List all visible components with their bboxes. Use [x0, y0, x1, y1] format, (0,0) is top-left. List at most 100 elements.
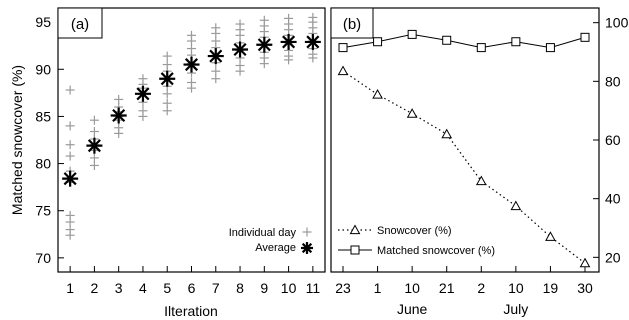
legend-matched-marker: [350, 245, 360, 255]
individual-day-point: [89, 115, 99, 125]
matched-snowcover-point: [511, 37, 521, 47]
matched-snowcover-point: [373, 37, 383, 47]
individual-day-point: [65, 217, 75, 227]
individual-day-point: [89, 127, 99, 137]
snowcover-point: [475, 175, 487, 186]
x-tick-label-10: 10: [281, 280, 297, 296]
individual-day-point: [162, 89, 172, 99]
x-tick-label-4: 4: [139, 280, 147, 296]
right-y-tick-label-60: 60: [605, 132, 621, 148]
panel-b-legend: Snowcover (%) Matched snowcover (%): [338, 224, 495, 257]
month-label-july: July: [503, 301, 528, 317]
individual-day-point: [65, 140, 75, 150]
panel-b-tag-box: [330, 7, 374, 39]
individual-day-point: [138, 111, 148, 121]
y-tick-label-80: 80: [35, 156, 51, 172]
y-tick-label-70: 70: [35, 250, 51, 266]
panel-b-tag: (b): [343, 16, 361, 33]
snowcover-point: [406, 108, 418, 118]
legend-individual-day-marker: [302, 227, 312, 237]
individual-day-point: [65, 230, 75, 240]
panel-a-ticks: 1 2 3 4 5 6 7 8 9 10 11 70 75 80 85 90 95: [35, 14, 320, 296]
legend-individual-day-label: Individual day: [229, 227, 297, 239]
panel-a-y-axis-label: Matched snowcover (%): [9, 65, 25, 215]
snowcover-point: [579, 257, 591, 268]
right-y-tick-label-20: 20: [605, 249, 621, 265]
individual-day-point: [65, 85, 75, 95]
panel-b-frame: [330, 7, 600, 273]
average-point: [256, 36, 273, 53]
panel-a-tag: (a): [71, 16, 89, 33]
x-tick-label-2: 2: [91, 280, 99, 296]
matched-snowcover-point: [338, 43, 348, 53]
individual-day-point: [235, 30, 245, 40]
legend-matched-label: Matched snowcover (%): [377, 245, 495, 257]
individual-day-point: [211, 28, 221, 38]
right-y-tick-label-80: 80: [605, 73, 621, 89]
snowcover-point: [372, 89, 383, 99]
right-y-tick-label-100: 100: [605, 15, 629, 31]
panel-a-tag-box: [57, 7, 103, 39]
average-point: [159, 70, 176, 87]
panel-b-lines: [337, 29, 591, 268]
snowcover-point: [510, 200, 522, 211]
average-point: [207, 48, 224, 65]
snowcover-point: [441, 128, 453, 139]
y-tick-label-95: 95: [35, 14, 51, 30]
individual-day-point: [89, 153, 99, 163]
date-tick-label: 1: [374, 280, 382, 296]
matched-snowcover-point: [442, 35, 452, 45]
individual-day-point: [65, 151, 75, 161]
individual-day-point: [187, 36, 196, 46]
date-tick-label: 30: [577, 280, 593, 296]
month-label-june: June: [397, 301, 428, 317]
average-point: [62, 170, 79, 187]
panel-a: 1 2 3 4 5 6 7 8 9 10 11 70 75 80 85 90 95 Individual day…: [9, 7, 326, 319]
individual-day-point: [162, 51, 172, 61]
individual-day-point: [187, 83, 196, 93]
average-point: [86, 137, 103, 154]
y-tick-label-90: 90: [35, 61, 51, 77]
individual-day-point: [65, 121, 75, 131]
panel-a-legend: Individual day Average: [229, 227, 313, 254]
x-tick-label-9: 9: [260, 280, 268, 296]
individual-day-point: [89, 160, 99, 170]
date-tick-label: 10: [404, 280, 420, 296]
average-point: [134, 85, 151, 102]
snowcover-point: [337, 65, 349, 76]
panel-a-points: [62, 12, 321, 240]
individual-day-point: [162, 98, 172, 108]
date-tick-label: 10: [508, 280, 524, 296]
x-tick-label-8: 8: [236, 280, 244, 296]
y-tick-label-75: 75: [35, 203, 51, 219]
legend-snowcover-marker: [349, 224, 361, 235]
matched-snowcover-point: [407, 29, 417, 39]
right-y-tick-label-40: 40: [605, 191, 621, 207]
average-point: [232, 41, 249, 58]
y-tick-label-85: 85: [35, 108, 51, 124]
x-tick-label-7: 7: [212, 280, 220, 296]
average-point: [183, 56, 200, 73]
x-tick-label-11: 11: [306, 280, 321, 296]
matched-snowcover-point: [545, 43, 555, 53]
x-tick-label-1: 1: [66, 280, 74, 296]
date-tick-label: 19: [543, 280, 559, 296]
average-point: [304, 33, 321, 50]
individual-day-point: [284, 55, 294, 65]
legend-average-label: Average: [255, 242, 296, 254]
individual-day-point: [162, 106, 172, 116]
date-tick-label: 21: [439, 280, 455, 296]
snowcover-point: [545, 231, 556, 241]
legend-average-marker: [301, 242, 313, 254]
matched-snowcover-point: [476, 43, 486, 53]
matched-snowcover-line: [342, 33, 586, 49]
individual-day-point: [211, 66, 221, 76]
x-tick-label-3: 3: [115, 280, 123, 296]
panel-a-x-axis-label: Ilteration: [164, 303, 218, 319]
individual-day-point: [211, 74, 221, 84]
legend-snowcover-label: Snowcover (%): [377, 225, 452, 237]
individual-day-point: [114, 128, 124, 138]
individual-day-point: [235, 66, 245, 76]
average-point: [280, 33, 297, 50]
individual-day-point: [114, 94, 124, 104]
